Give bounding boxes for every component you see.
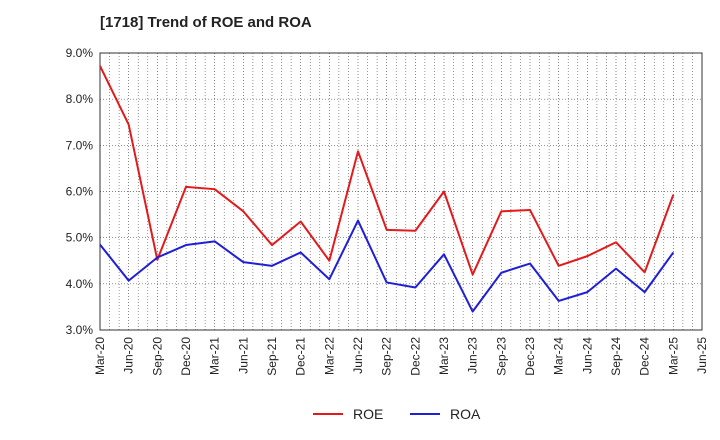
x-tick-label: Jun-22 xyxy=(351,337,365,374)
plot-frame xyxy=(99,52,703,331)
y-tick-label: 4.0% xyxy=(66,277,94,291)
grid-layer xyxy=(99,52,703,331)
y-tick-label: 3.0% xyxy=(66,323,94,337)
x-tick-label: Sep-21 xyxy=(265,337,279,376)
x-tick-label: Dec-21 xyxy=(294,337,308,376)
x-tick-label: Sep-24 xyxy=(609,337,623,376)
y-tick-label: 5.0% xyxy=(66,231,94,245)
series-line-roa xyxy=(99,219,675,313)
x-tick-label: Jun-25 xyxy=(695,337,709,374)
y-tick-label: 8.0% xyxy=(66,92,94,106)
x-tick-label: Dec-24 xyxy=(638,337,652,376)
x-tick-label: Mar-20 xyxy=(93,337,107,375)
y-tick-label: 6.0% xyxy=(66,185,94,199)
legend: ROE ROA xyxy=(313,406,481,422)
series-layer xyxy=(99,65,675,313)
chart-title: [1718] Trend of ROE and ROA xyxy=(100,14,312,31)
x-tick-label: Mar-21 xyxy=(208,337,222,375)
x-tick-label: Sep-22 xyxy=(380,337,394,376)
x-tick-label: Jun-24 xyxy=(580,337,594,374)
x-tick-label: Jun-20 xyxy=(122,337,136,374)
series-line-roe xyxy=(99,65,675,276)
x-tick-label: Jun-21 xyxy=(236,337,250,374)
legend-label-roa: ROA xyxy=(450,406,481,422)
y-tick-label: 9.0% xyxy=(66,46,94,60)
x-tick-label: Mar-25 xyxy=(666,337,680,375)
x-tick-label: Dec-20 xyxy=(179,337,193,376)
x-tick-label: Dec-23 xyxy=(523,337,537,376)
x-tick-label: Jun-23 xyxy=(466,337,480,374)
legend-label-roe: ROE xyxy=(353,406,383,422)
x-tick-label: Sep-20 xyxy=(150,337,164,376)
x-tick-label: Dec-22 xyxy=(408,337,422,376)
y-tick-label: 7.0% xyxy=(66,138,94,152)
x-tick-label: Mar-23 xyxy=(437,337,451,375)
x-tick-label: Mar-24 xyxy=(552,337,566,375)
x-tick-label: Mar-22 xyxy=(322,337,336,375)
axis-layer: 3.0% 4.0% 5.0% 6.0% 7.0% 8.0% 9.0% Mar-20 Jun-20… xyxy=(66,46,709,376)
x-tick-label: Sep-23 xyxy=(494,337,508,376)
